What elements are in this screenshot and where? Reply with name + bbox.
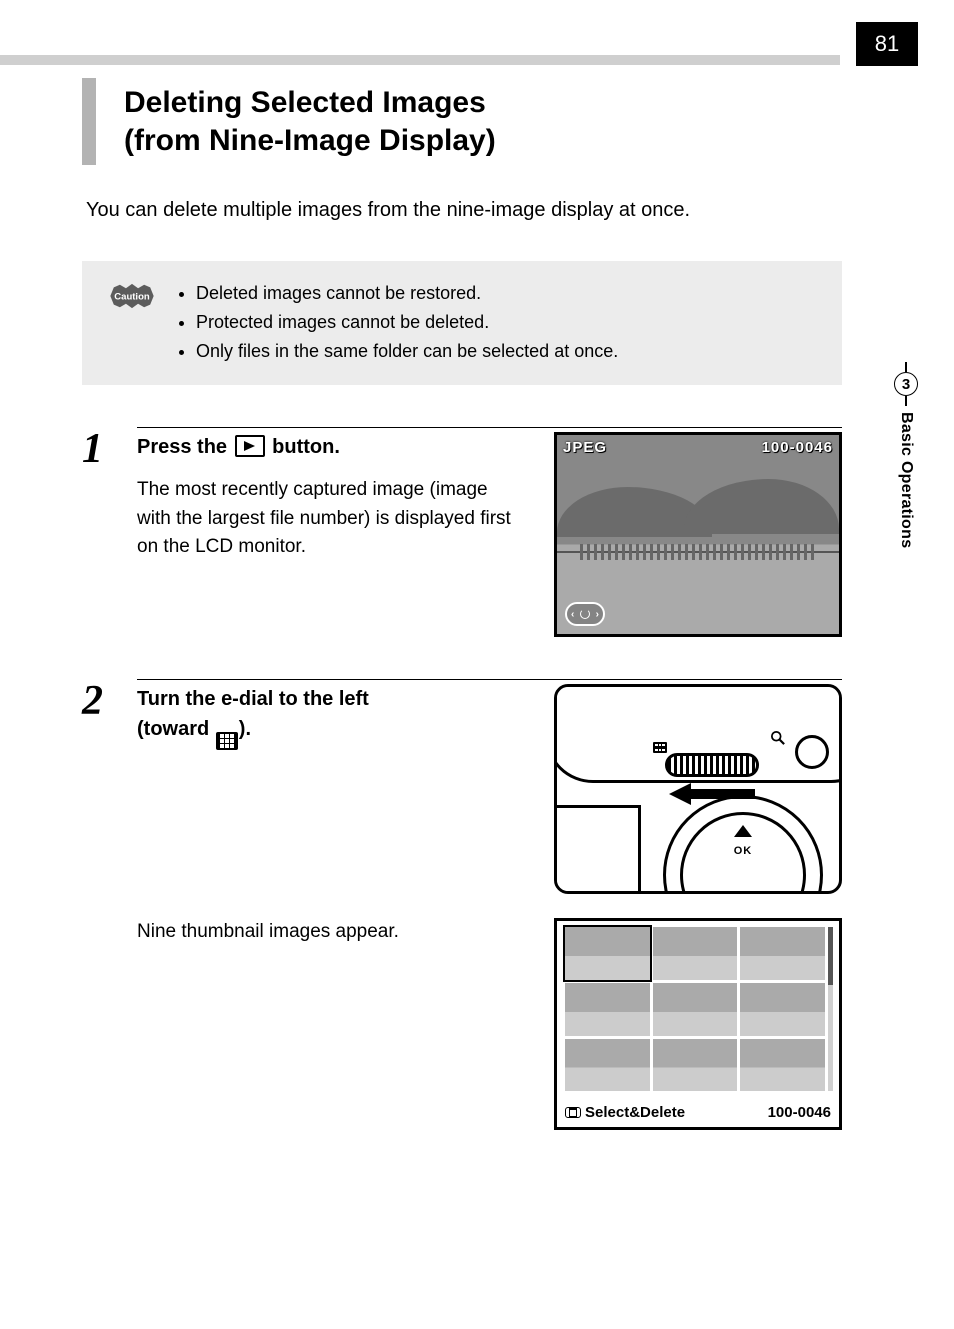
step2-dial-figure: OK bbox=[554, 684, 842, 894]
svg-text:Caution: Caution bbox=[114, 291, 150, 302]
step2-sub-text: Nine thumbnail images appear. bbox=[137, 918, 526, 947]
side-tab: 3 Basic Operations bbox=[894, 362, 918, 602]
step-body-text: The most recently captured image (image … bbox=[137, 476, 526, 562]
step-2: 2 Turn the e-dial to the left (toward ). bbox=[82, 679, 842, 1130]
content-area: Deleting Selected Images (from Nine-Imag… bbox=[82, 78, 842, 1130]
thumbnail-grid-icon bbox=[653, 733, 667, 753]
thumbnail-grid bbox=[565, 927, 825, 1091]
manual-page: 81 3 Basic Operations Deleting Selected … bbox=[0, 0, 954, 1329]
lcd-top-bar: JPEG 100-0046 bbox=[563, 439, 833, 456]
thumbnail-cell bbox=[740, 1039, 825, 1092]
lcd-preview: JPEG 100-0046 ‹› bbox=[554, 432, 842, 637]
thumbnail-grid-icon bbox=[216, 732, 238, 750]
caution-item: Protected images cannot be deleted. bbox=[196, 308, 618, 337]
thumbnail-cell bbox=[565, 1039, 650, 1092]
camera-dial-diagram: OK bbox=[554, 684, 842, 894]
scrollbar bbox=[828, 927, 833, 1091]
footer-file-number: 100-0046 bbox=[768, 1104, 831, 1121]
page-number: 81 bbox=[875, 31, 899, 57]
e-dial-icon bbox=[665, 753, 759, 777]
lcd-footer: Select&Delete 100-0046 bbox=[565, 1104, 831, 1121]
trash-button-icon bbox=[565, 1107, 581, 1118]
thumbnail-cell bbox=[653, 983, 738, 1036]
magnify-icon bbox=[771, 731, 785, 750]
title-line2: (from Nine-Image Display) bbox=[124, 124, 496, 157]
step2-thumbnail-figure: Select&Delete 100-0046 bbox=[554, 918, 842, 1130]
chapter-badge: 3 bbox=[894, 372, 918, 396]
step1-figure: JPEG 100-0046 ‹› bbox=[554, 432, 842, 637]
thumbnail-cell bbox=[565, 983, 650, 1036]
side-tab-line bbox=[905, 396, 907, 406]
thumbnail-cell bbox=[653, 927, 738, 980]
side-tab-label: Basic Operations bbox=[897, 412, 915, 548]
caution-item: Only files in the same folder can be sel… bbox=[196, 337, 618, 366]
intro-paragraph: You can delete multiple images from the … bbox=[86, 195, 842, 225]
lcd-file-number: 100-0046 bbox=[762, 439, 833, 456]
scrollbar-thumb bbox=[828, 927, 833, 984]
chapter-number: 3 bbox=[902, 376, 910, 393]
select-delete-label: Select&Delete bbox=[565, 1104, 685, 1121]
title-line1: Deleting Selected Images bbox=[124, 86, 486, 119]
step-heading: Turn the e-dial to the left (toward ). bbox=[137, 684, 526, 750]
heading-suffix: button. bbox=[267, 436, 340, 458]
title-accent-bar bbox=[82, 78, 96, 165]
lcd-format-label: JPEG bbox=[563, 439, 607, 456]
step2-sub-row: Nine thumbnail images appear. bbox=[82, 918, 842, 1130]
four-way-controller-icon: OK bbox=[663, 795, 823, 894]
thumbnail-cell bbox=[653, 1039, 738, 1092]
thumbnail-cell bbox=[565, 927, 650, 980]
page-number-badge: 81 bbox=[856, 22, 918, 66]
heading-line2-suffix: ). bbox=[239, 718, 251, 740]
heading-prefix: Press the bbox=[137, 436, 233, 458]
section-title: Deleting Selected Images (from Nine-Imag… bbox=[82, 78, 842, 165]
header-gray-strip bbox=[0, 55, 840, 65]
step-rule bbox=[137, 427, 842, 428]
caution-box: Caution Deleted images cannot be restore… bbox=[82, 261, 842, 385]
caution-list: Deleted images cannot be restored. Prote… bbox=[178, 279, 618, 365]
side-tab-line bbox=[905, 362, 907, 372]
title-text: Deleting Selected Images (from Nine-Imag… bbox=[124, 78, 496, 165]
heading-line1: Turn the e-dial to the left bbox=[137, 688, 369, 710]
caution-item: Deleted images cannot be restored. bbox=[196, 279, 618, 308]
playback-icon bbox=[235, 435, 265, 457]
step-number: 2 bbox=[82, 680, 137, 894]
rotate-indicator-icon: ‹› bbox=[565, 602, 605, 626]
lcd-nine-image: Select&Delete 100-0046 bbox=[554, 918, 842, 1130]
thumbnail-cell bbox=[740, 983, 825, 1036]
thumbnail-cell bbox=[740, 927, 825, 980]
step-heading: Press the button. bbox=[137, 432, 526, 462]
caution-icon: Caution bbox=[106, 281, 158, 311]
heading-line2-prefix: (toward bbox=[137, 718, 215, 740]
footer-action-label: Select&Delete bbox=[585, 1104, 685, 1121]
step-number: 1 bbox=[82, 428, 137, 637]
step-rule bbox=[137, 679, 842, 680]
step-1: 1 Press the button. The most recently ca… bbox=[82, 427, 842, 637]
